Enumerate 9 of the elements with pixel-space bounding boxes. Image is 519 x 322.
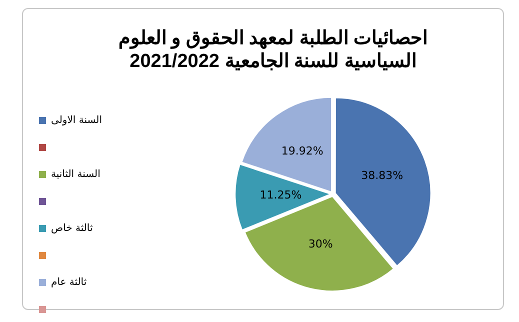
legend-label: ثالثة عام (51, 277, 87, 288)
data-label: 38.83% (361, 168, 404, 182)
legend-label: السنة الثانية (51, 169, 100, 180)
data-label: 30% (308, 238, 333, 251)
data-label: 19.92% (281, 144, 324, 158)
chart-title: احصائيات الطلبة لمعهد الحقوق و العلوم السياسية للسنة الجامعية 2021/2022 (117, 27, 429, 73)
legend-label: السنة الاولى (51, 115, 102, 126)
data-label: 11.25% (260, 188, 302, 202)
legend-label: ثالثة خاص (51, 223, 93, 234)
